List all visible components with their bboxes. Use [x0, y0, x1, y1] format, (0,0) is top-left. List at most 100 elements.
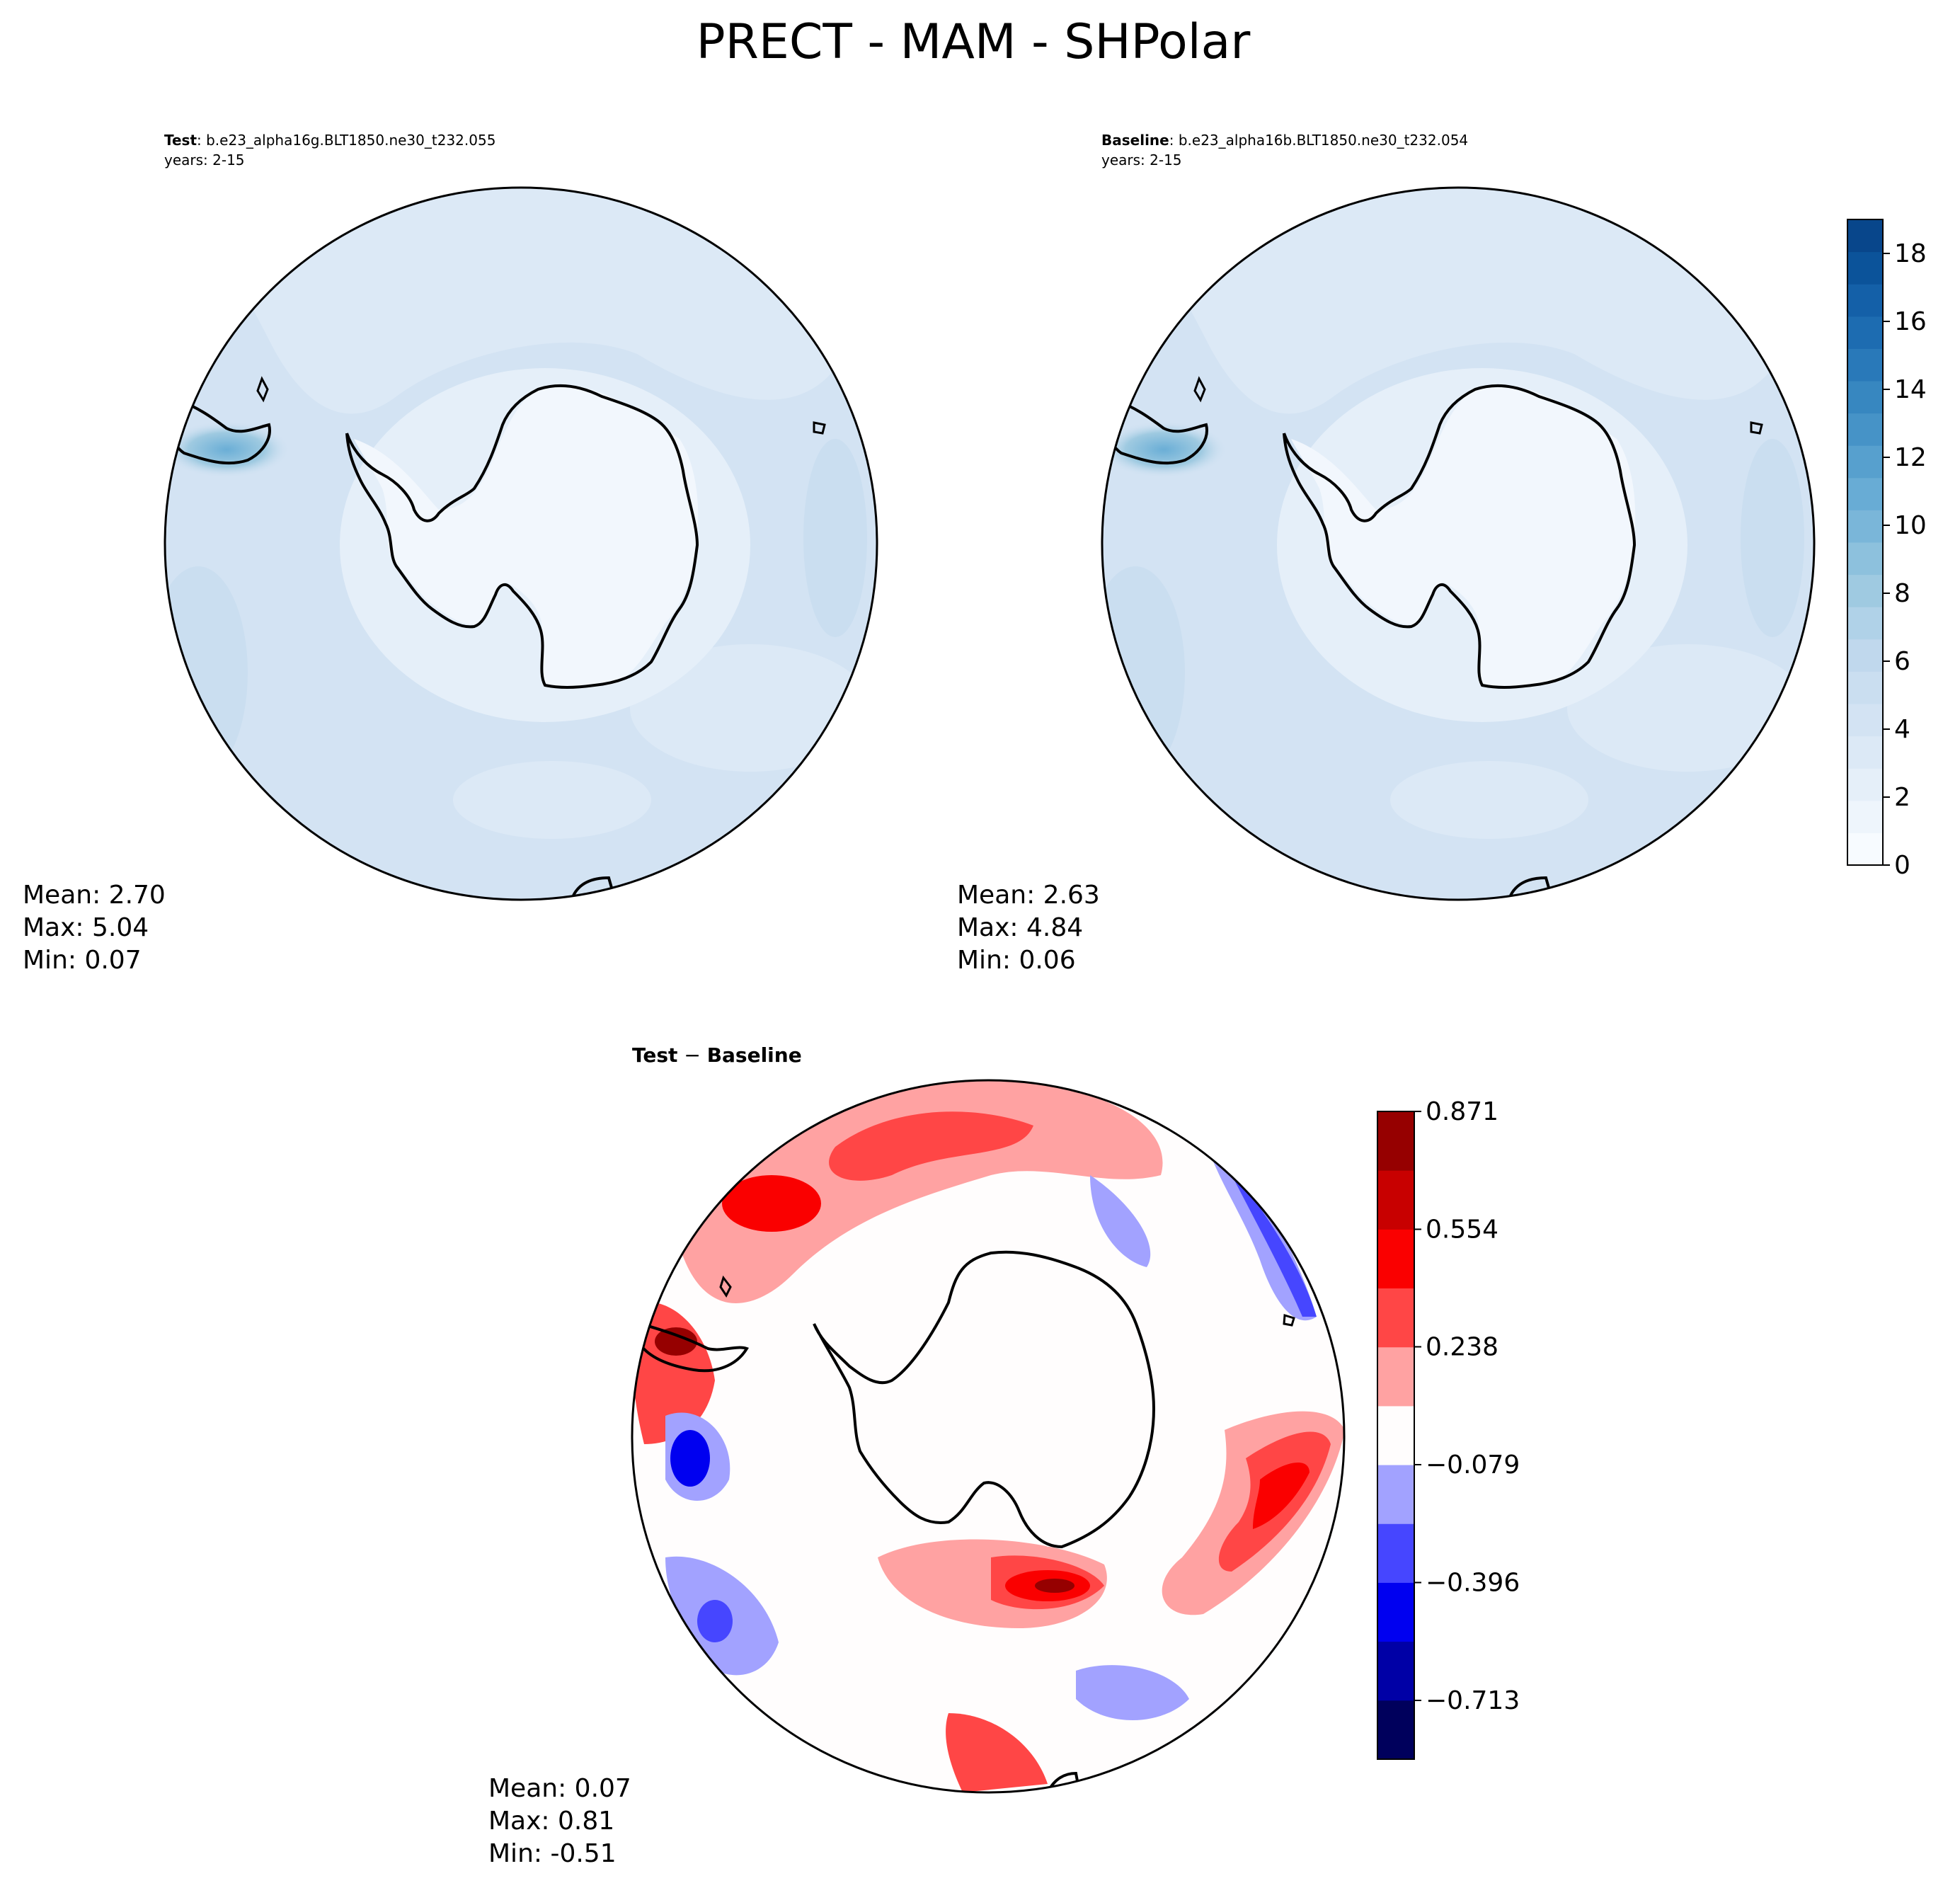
colorbar-difference-swatch	[1377, 1641, 1414, 1701]
stats-test-mean: Mean: 2.70	[23, 881, 166, 910]
coastline-antarctica	[1283, 384, 1637, 689]
colorbar-precip-swatch	[1847, 445, 1883, 479]
colorbar-precip-swatch	[1847, 219, 1883, 253]
antarctica	[814, 1252, 1154, 1547]
panel-test-border	[164, 186, 878, 901]
colorbar-difference-tick-label: −0.079	[1426, 1451, 1520, 1480]
panel-difference-border	[631, 1079, 1346, 1794]
coastline-falklands	[1193, 376, 1206, 403]
colorbar-difference-tick-label: −0.396	[1426, 1569, 1520, 1598]
figure-title: PRECT - MAM - SHPolar	[697, 14, 1251, 70]
colorbar-difference-frame	[1377, 1111, 1415, 1760]
ocean-band-high	[1741, 439, 1804, 637]
coastline-new-zealand	[572, 876, 617, 900]
colorbar-precip-swatch	[1847, 574, 1883, 607]
colorbar-precip-tick-label: 18	[1894, 239, 1927, 268]
panel-baseline-map	[1102, 188, 1814, 900]
panel-baseline-years: years: 2-15	[1101, 151, 1182, 168]
ocean-band-low	[1390, 761, 1588, 839]
ocean-band-low	[630, 644, 871, 772]
coastline-kerguelen	[1283, 1314, 1295, 1327]
colorbar-precip-tick-label: 16	[1894, 307, 1927, 336]
antarctica	[354, 385, 699, 689]
colorbar-precip-swatch	[1847, 348, 1883, 382]
ocean-band-high	[1102, 566, 1185, 779]
diff-contour-neg	[1225, 1161, 1317, 1317]
colorbar-precip-swatch	[1847, 251, 1883, 285]
colorbar-precip-tick-label: 8	[1894, 579, 1910, 608]
colorbar-precip-swatch	[1847, 542, 1883, 576]
panel-baseline-border	[1101, 186, 1816, 901]
ocean-band-high	[165, 566, 248, 779]
colorbar-precip-swatch	[1847, 704, 1883, 737]
colorbar-precip-swatch	[1847, 671, 1883, 704]
colorbar-precip-tick-label: 6	[1894, 647, 1910, 676]
colorbar-difference-tick-label: 0.871	[1426, 1097, 1498, 1126]
colorbar-precip-tick-label: 10	[1894, 511, 1927, 540]
colorbar-precip-swatch	[1847, 607, 1883, 640]
panel-difference: Test − Baseline	[488, 1043, 1520, 1868]
colorbar-difference-swatch	[1377, 1229, 1414, 1289]
stats-test-min: Min: 0.07	[23, 946, 142, 975]
diff-contour-pos	[680, 1080, 1163, 1303]
coastline-antarctica	[813, 1250, 1156, 1549]
coastline-antarctica	[345, 384, 699, 689]
panel-test-map	[165, 188, 877, 900]
colorbar-precip-swatch	[1847, 284, 1883, 317]
colorbar-precip-tick-label: 2	[1894, 783, 1910, 812]
panel-test-years: years: 2-15	[164, 151, 245, 168]
colorbar-difference-swatch	[1377, 1582, 1414, 1642]
stats-baseline-min: Min: 0.06	[957, 946, 1076, 975]
colorbar-difference-tick-label: 0.554	[1426, 1215, 1498, 1245]
colorbar-difference-swatch	[1377, 1170, 1414, 1230]
coastline-falklands	[256, 376, 269, 403]
colorbar-precip-frame	[1847, 219, 1884, 866]
storm-max	[165, 421, 290, 478]
panel-test: Test: b.e23_alpha16g.BLT1850.ne30_t232.0…	[23, 132, 878, 975]
panel-baseline: Baseline: b.e23_alpha16b.BLT1850.ne30_t2…	[957, 132, 1927, 975]
coastline-south-america	[167, 395, 271, 465]
colorbar-difference-tick-label: 0.238	[1426, 1332, 1498, 1361]
colorbar-difference-swatch	[1377, 1405, 1414, 1465]
diff-contour-pos	[655, 1327, 697, 1356]
panel-difference-title: Test − Baseline	[632, 1043, 802, 1067]
diff-contour-pos	[946, 1713, 1048, 1792]
colorbar-difference-tick-label: −0.713	[1426, 1686, 1520, 1715]
stats-difference-mean: Mean: 0.07	[488, 1774, 631, 1803]
coastline-south-america	[639, 1322, 750, 1373]
panel-test-label: Test: b.e23_alpha16g.BLT1850.ne30_t232.0…	[164, 132, 495, 149]
coastline-new-zealand	[1509, 876, 1554, 900]
colorbar-precip: 0 2 4 6 8 10 12 14 16 18	[1847, 219, 1927, 880]
coastline-kerguelen	[1750, 421, 1763, 435]
stats-baseline-mean: Mean: 2.63	[957, 881, 1100, 910]
coastline-kerguelen	[813, 421, 826, 435]
colorbar-precip-swatch	[1847, 316, 1883, 349]
colorbar-precip-swatch	[1847, 736, 1883, 769]
diff-contour-pos	[722, 1175, 821, 1232]
colorbar-difference-swatch	[1377, 1465, 1414, 1524]
colorbar-precip-swatch	[1847, 833, 1883, 866]
stats-difference-min: Min: -0.51	[488, 1839, 617, 1868]
ocean-band-low	[1567, 644, 1808, 772]
colorbar-difference-swatch	[1377, 1111, 1414, 1171]
diff-contour-pos	[1035, 1579, 1074, 1593]
colorbar-precip-swatch	[1847, 413, 1883, 446]
colorbar-difference-swatch	[1377, 1523, 1414, 1583]
diff-contour-neg	[1076, 1665, 1189, 1720]
colorbar-difference-swatch	[1377, 1288, 1414, 1348]
colorbar-precip-swatch	[1847, 510, 1883, 543]
colorbar-difference-swatch	[1377, 1700, 1414, 1760]
diff-contour-pos	[829, 1111, 1033, 1181]
colorbar-difference-swatch	[1377, 1346, 1414, 1407]
colorbar-difference: −0.713 −0.396 −0.079 0.238 0.554 0.871	[1377, 1097, 1520, 1760]
coastline-falklands	[719, 1275, 732, 1298]
coastline-south-america	[1104, 395, 1208, 465]
stats-baseline-max: Max: 4.84	[957, 913, 1083, 942]
storm-max	[1102, 421, 1227, 478]
panel-baseline-label: Baseline: b.e23_alpha16b.BLT1850.ne30_t2…	[1101, 132, 1468, 149]
colorbar-precip-swatch	[1847, 477, 1883, 510]
antarctica	[1291, 385, 1636, 689]
colorbar-precip-tick-label: 14	[1894, 375, 1927, 404]
stats-difference-max: Max: 0.81	[488, 1807, 614, 1836]
